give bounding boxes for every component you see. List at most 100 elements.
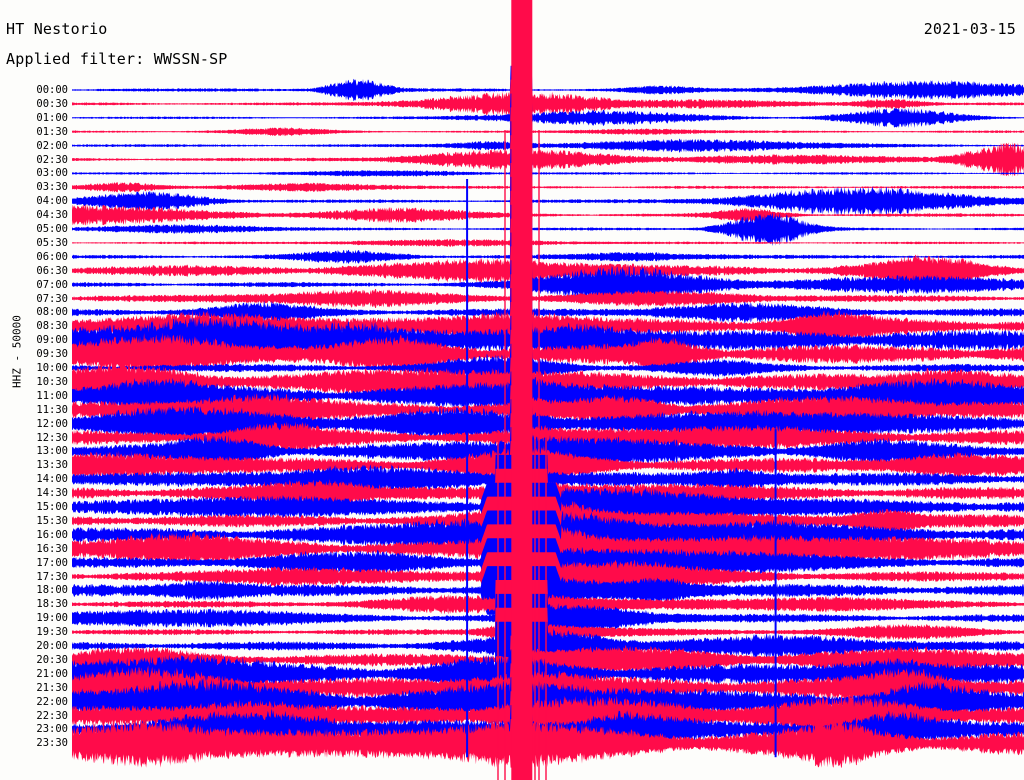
time-tick-label: 17:00	[36, 556, 68, 569]
trace-waveform	[72, 399, 1024, 448]
trace-row	[72, 649, 1024, 699]
time-tick-label: 19:30	[36, 626, 68, 639]
time-tick-label: 19:00	[36, 612, 68, 625]
time-tick-label: 04:00	[36, 195, 68, 208]
trace-waveform	[72, 93, 1024, 143]
time-tick-label: 20:00	[36, 640, 68, 652]
trace-row	[72, 163, 1024, 212]
trace-waveform	[72, 705, 1024, 754]
trace-row	[72, 65, 1024, 115]
trace-waveform	[72, 371, 1024, 421]
trace-waveform	[72, 566, 1024, 615]
time-tick-label: 18:30	[36, 598, 68, 611]
trace-row	[72, 635, 1024, 685]
trace-row	[72, 274, 1024, 323]
trace-waveform	[72, 357, 1024, 407]
trace-row	[72, 149, 1024, 198]
trace-row	[72, 135, 1024, 184]
trace-waveform	[72, 246, 1024, 295]
trace-waveform	[72, 79, 1024, 129]
trace-row	[72, 399, 1024, 448]
time-tick-label: 14:00	[36, 473, 68, 486]
trace-waveform	[72, 135, 1024, 184]
trace-row	[72, 343, 1024, 393]
event-hairline	[534, 430, 536, 780]
trace-row	[72, 93, 1024, 143]
trace-row	[72, 107, 1024, 156]
trace-waveform	[72, 190, 1024, 240]
trace-row	[72, 705, 1024, 754]
trace-waveform	[72, 232, 1024, 282]
trace-waveform	[72, 302, 1024, 351]
time-tick-label: 15:00	[36, 501, 68, 513]
major-event-spike	[511, 0, 533, 780]
trace-waveform	[72, 176, 1024, 226]
trace-waveform	[72, 288, 1024, 337]
time-tick-label: 22:30	[36, 709, 68, 722]
trace-row	[72, 593, 1024, 643]
trace-row	[72, 315, 1024, 365]
time-tick-label: 12:30	[36, 431, 68, 444]
trace-waveform	[72, 593, 1024, 643]
event-hairline	[538, 130, 540, 780]
time-tick-label: 07:00	[36, 278, 68, 291]
time-tick-label: 06:30	[36, 264, 68, 277]
time-tick-label: 08:30	[36, 320, 68, 333]
time-tick-label: 14:30	[36, 487, 68, 500]
time-axis: 00:00 00:30 01:00 01:30 02:00 02:30 03:00 03:30…	[0, 0, 72, 780]
time-tick-label: 00:00	[36, 84, 68, 96]
time-tick-label: 22:00	[36, 695, 68, 708]
trace-waveform	[72, 107, 1024, 156]
trace-row	[72, 246, 1024, 295]
event-hairline	[504, 130, 506, 780]
trace-waveform	[72, 121, 1024, 170]
trace-waveform	[72, 580, 1024, 629]
trace-row	[72, 190, 1024, 240]
trace-row	[72, 580, 1024, 629]
time-tick-label: 23:00	[36, 723, 68, 736]
trace-row	[72, 79, 1024, 129]
time-tick-label: 16:00	[36, 528, 68, 541]
time-tick-label: 03:30	[36, 181, 68, 194]
trace-row	[72, 413, 1024, 462]
trace-row	[72, 218, 1024, 268]
time-tick-label: 11:00	[36, 389, 68, 402]
station-title: HT Nestorio	[6, 20, 108, 38]
time-tick-label: 07:30	[36, 292, 68, 305]
time-tick-label: 08:00	[36, 306, 68, 319]
time-tick-label: 20:30	[36, 653, 68, 666]
time-tick-label: 18:00	[36, 584, 68, 597]
trace-waveform	[72, 343, 1024, 393]
trace-row	[72, 121, 1024, 170]
trace-row	[72, 288, 1024, 337]
event-hairline	[545, 430, 547, 780]
time-tick-label: 12:00	[36, 417, 68, 430]
time-tick-label: 23:30	[36, 737, 68, 750]
trace-row	[72, 677, 1024, 726]
time-tick-label: 21:30	[36, 681, 68, 694]
time-tick-label: 00:30	[36, 97, 68, 110]
time-tick-label: 01:30	[36, 125, 68, 138]
trace-waveform	[72, 677, 1024, 726]
time-tick-label: 21:00	[36, 667, 68, 680]
trace-waveform	[72, 329, 1024, 379]
vertical-line-left	[466, 179, 469, 758]
trace-row	[72, 719, 1024, 768]
date-label: 2021-03-15	[923, 20, 1016, 38]
time-tick-label: 13:30	[36, 459, 68, 472]
trace-row	[72, 371, 1024, 421]
trace-waveform	[72, 413, 1024, 462]
time-tick-label: 05:00	[36, 223, 68, 235]
time-tick-label: 04:30	[36, 209, 68, 222]
trace-waveform	[72, 218, 1024, 268]
time-tick-label: 17:30	[36, 570, 68, 583]
trace-waveform	[72, 649, 1024, 699]
trace-waveform	[72, 163, 1024, 212]
time-tick-label: 09:30	[36, 348, 68, 361]
trace-row	[72, 232, 1024, 282]
time-tick-label: 01:00	[36, 111, 68, 124]
trace-row	[72, 454, 1024, 504]
trace-canvas	[72, 0, 1024, 780]
time-tick-label: 10:00	[36, 362, 68, 374]
